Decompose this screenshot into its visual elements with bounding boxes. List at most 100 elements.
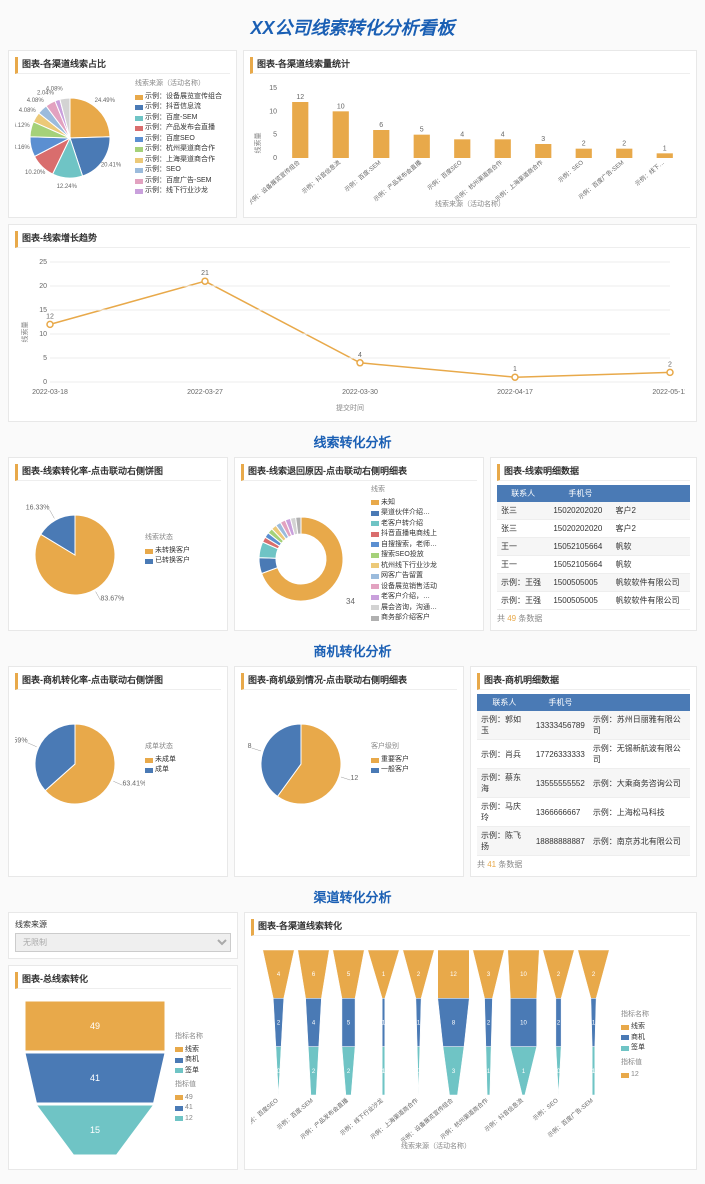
svg-text:20.41%: 20.41% [101,163,122,169]
svg-text:4.08%: 4.08% [19,108,37,114]
section-title-opp: 商机转化分析 [8,641,697,660]
panel-pie-opp-level: 图表-商机级别情况-点击联动右侧明细表 128 客户级别重要客户一般客户 [234,666,464,877]
svg-text:0: 0 [557,1069,561,1075]
legend-lead-return: 线索未知渠道伙伴介绍…老客户转介绍抖音直播电商线上自搜搜索，老师…搜索SEO投放… [371,485,437,624]
svg-text:21: 21 [201,270,209,277]
svg-text:示例：设备展览宣传组合: 示例：设备展览宣传组合 [250,158,302,207]
panel-title: 图表-线索明细数据 [497,464,690,481]
svg-text:0: 0 [277,1069,281,1075]
panel-title: 图表-线索转化率-点击联动右侧饼图 [15,464,221,481]
svg-text:示例：百度SEO: 示例：百度SEO [251,1096,280,1130]
svg-text:4: 4 [460,131,464,138]
svg-text:2022-03-27: 2022-03-27 [187,389,223,396]
svg-text:4: 4 [501,131,505,138]
svg-text:0: 0 [43,379,47,386]
svg-text:示例：SEO: 示例：SEO [556,158,585,184]
panel-table-lead: 图表-线索明细数据 联系人手机号张三15020202020客户2张三150202… [490,457,697,631]
dashboard: XX公司线索转化分析看板 图表-各渠道线索占比 24.49%20.41%12.2… [0,0,705,1184]
svg-text:示例：百度SEO: 示例：百度SEO [426,158,464,192]
svg-text:16.33%: 16.33% [26,505,50,512]
panel-funnel-channels: 图表-各渠道线索转化 420示例：百度SEO642示例：百度-SEM552示例：… [244,912,697,1170]
svg-text:6: 6 [379,122,383,129]
svg-text:示例：SEO: 示例：SEO [531,1096,560,1122]
panel-funnel-total: 图表-总线索转化 494115 指标名称线索商机签单指标值494112 [8,965,238,1170]
svg-text:6.12%: 6.12% [15,123,30,129]
svg-text:线索来源（活动名称）: 线索来源（活动名称） [435,199,505,208]
svg-text:2022-03-18: 2022-03-18 [32,389,68,396]
pie-chart-opp-rate[interactable]: 63.41%36.59% [15,694,145,824]
svg-text:提交时间: 提交时间 [336,403,364,412]
svg-text:4.08%: 4.08% [46,87,64,93]
svg-text:示例：线下…: 示例：线下… [633,158,666,187]
section-title-channel: 渠道转化分析 [8,887,697,906]
svg-text:1: 1 [382,1069,386,1075]
svg-text:15: 15 [90,1125,100,1135]
svg-text:10: 10 [520,972,527,978]
panel-pie-lead-return: 图表-线索退回原因-点击联动右侧明细表 34 线索未知渠道伙伴介绍…老客户转介绍… [234,457,484,631]
legend-funnel-total: 指标名称线索商机签单指标值494112 [175,1032,203,1124]
funnel-chart-total[interactable]: 49 41 15 [15,993,175,1163]
svg-text:5: 5 [420,127,424,134]
svg-text:15: 15 [269,85,277,92]
svg-text:10: 10 [39,331,47,338]
legend-pie-channel: 线索来源（活动名称）示例：设备展览宣传组合示例：抖音信息流示例：百度-SEM示例… [135,79,222,197]
svg-text:2: 2 [668,361,672,368]
svg-text:示例：百度-SEM: 示例：百度-SEM [343,158,383,193]
svg-text:2: 2 [582,141,586,148]
svg-text:12: 12 [296,94,304,101]
legend-opp-level: 客户级别重要客户一般客户 [371,742,409,776]
bar-chart-channel[interactable]: 05101512示例：设备展览宣传组合10示例：抖音信息流6示例：百度-SEM5… [250,78,690,208]
svg-text:4.08%: 4.08% [27,98,45,104]
svg-text:5: 5 [273,132,277,139]
panel-source-filter: 线索来源 无限制 [8,912,238,959]
funnel-chart-channels[interactable]: 420示例：百度SEO642示例：百度-SEM552示例：产品发布会直播111示… [251,940,621,1150]
panel-bar-channel: 图表-各渠道线索量统计 05101512示例：设备展览宣传组合10示例：抖音信息… [243,50,697,218]
svg-text:41: 41 [90,1073,100,1083]
svg-text:1: 1 [513,366,517,373]
svg-text:10: 10 [269,108,277,115]
table-lead[interactable]: 联系人手机号张三15020202020客户2张三15020202020客户2王一… [497,485,690,610]
page-title: XX公司线索转化分析看板 [8,14,697,40]
pie-chart-opp-level[interactable]: 12 8 [241,694,371,824]
pie-chart-lead-return[interactable]: 34 [241,489,371,619]
svg-text:线索量: 线索量 [253,133,262,154]
svg-text:0: 0 [273,155,277,162]
svg-text:4: 4 [358,352,362,359]
svg-text:1: 1 [592,1069,596,1075]
line-chart-trend[interactable]: 0510152025122022-03-18212022-03-2742022-… [15,252,685,412]
svg-text:示例：抖音信息流: 示例：抖音信息流 [300,158,342,195]
svg-text:2022-05-11: 2022-05-11 [652,389,685,396]
svg-text:20: 20 [39,283,47,290]
table-opp[interactable]: 联系人手机号示例：郭如玉13333456789示例：苏州日丽雅有限公司示例：肖兵… [477,694,690,856]
legend-lead-rate: 线索状态未转换客户已转换客户 [145,533,190,567]
svg-text:83.67%: 83.67% [101,595,125,602]
pie-chart-lead-rate[interactable]: 83.67% 16.33% [15,485,145,615]
svg-text:12: 12 [350,775,358,782]
legend-funnel-channels: 指标名称线索商机签单指标值12 [621,1010,649,1081]
panel-pie-opp-rate: 图表-商机转化率-点击联动右侧饼图 63.41%36.59% 成单状态未成单成单 [8,666,228,877]
svg-text:5: 5 [43,355,47,362]
source-select[interactable]: 无限制 [15,933,231,952]
svg-text:24.49%: 24.49% [95,98,116,104]
panel-title: 图表-商机明细数据 [477,673,690,690]
panel-title: 图表-各渠道线索转化 [251,919,690,936]
table-footer-lead: 共 49 条数据 [497,613,690,624]
table-footer-opp: 共 41 条数据 [477,859,690,870]
panel-pie-lead-rate: 图表-线索转化率-点击联动右侧饼图 83.67% 16.33% 线索状态未转换客户… [8,457,228,631]
panel-title: 图表-线索增长趋势 [15,231,690,248]
svg-text:12.24%: 12.24% [57,184,78,190]
svg-text:3: 3 [541,136,545,143]
svg-text:63.41%: 63.41% [122,780,145,787]
pie-chart-channel[interactable]: 24.49%20.41%12.24%10.20%8.16%6.12%4.08%4… [15,78,135,198]
svg-text:2022-04-17: 2022-04-17 [497,389,533,396]
svg-text:1: 1 [663,145,667,152]
svg-text:25: 25 [39,259,47,266]
svg-text:34: 34 [346,597,355,606]
svg-text:12: 12 [46,313,54,320]
svg-text:0: 0 [417,1069,421,1075]
svg-text:49: 49 [90,1021,100,1031]
legend-opp-rate: 成单状态未成单成单 [145,742,176,776]
panel-title: 图表-线索退回原因-点击联动右侧明细表 [241,464,477,481]
svg-text:8: 8 [248,743,252,750]
section-title-lead: 线索转化分析 [8,432,697,451]
